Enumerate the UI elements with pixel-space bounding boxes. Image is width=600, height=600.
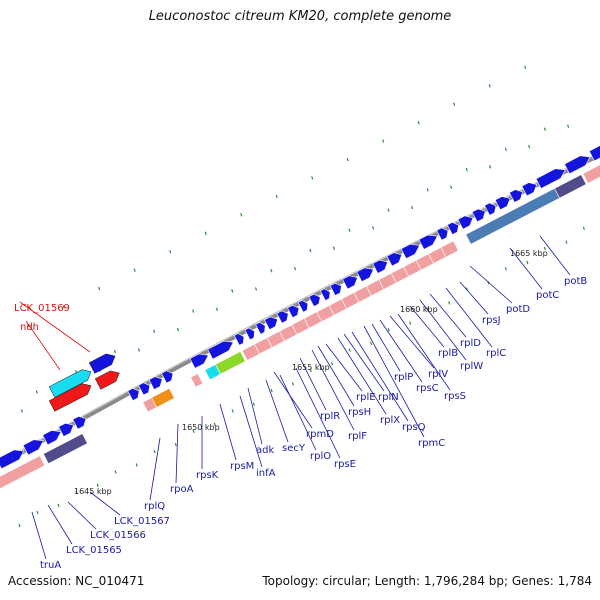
forward-gene-arrow [471, 208, 486, 223]
forward-gene-arrow [436, 227, 449, 241]
accession-text: Accession: NC_010471 [8, 574, 145, 588]
scale-label: 1645 kbp [74, 487, 112, 496]
forward-gene-arrow [319, 288, 331, 301]
forward-gene-arrow [521, 182, 538, 197]
forward-gene-arrow [244, 327, 255, 341]
gene-label: rplB [438, 348, 458, 359]
forward-gene-arrow [72, 416, 87, 430]
gene-label: LCK_01567 [114, 516, 170, 527]
forward-gene-arrow [372, 259, 389, 274]
gene-label: rpmC [418, 438, 445, 449]
topology-text: Topology: circular; Length: 1,796,284 bp… [262, 574, 592, 588]
gene-label: rpsJ [482, 315, 501, 326]
scale-label: 1660 kbp [400, 305, 438, 314]
operon-block [554, 174, 587, 199]
gene-label: rpmD [306, 429, 334, 440]
gene-label: ndh [20, 322, 39, 333]
gene-label: rpoA [170, 484, 194, 495]
scale-labels: 1645 kbp 1650 kbp 1655 kbp 1660 kbp 1665 kbp [74, 249, 548, 496]
forward-gene-arrow [207, 340, 234, 360]
gene-label: potB [564, 276, 587, 287]
forward-gene-arrow [297, 299, 309, 313]
highlighted-gene-pair [48, 353, 120, 412]
gene-label: rpsH [348, 407, 371, 418]
gene-label: rplN [378, 392, 399, 403]
forward-gene-arrow [564, 155, 591, 175]
reverse-gene-block [0, 455, 46, 494]
forward-gene-arrow [494, 196, 511, 211]
forward-gene-arrow [22, 439, 44, 456]
gene-label: infA [256, 468, 276, 479]
forward-gene-arrow [148, 376, 163, 390]
gene-track [0, 143, 600, 494]
forward-gene-arrow [484, 202, 497, 216]
forward-gene-arrow [287, 304, 300, 319]
highlighted-gene [151, 387, 175, 408]
scale-label: 1655 kbp [292, 363, 330, 372]
gene-label: truA [40, 560, 61, 571]
forward-gene-arrow [276, 310, 289, 324]
forward-gene-arrow [308, 293, 321, 307]
gene-label: rplC [486, 348, 506, 359]
forward-gene-arrow [400, 243, 421, 260]
forward-gene-arrow [255, 322, 266, 335]
forward-gene-arrow [588, 143, 600, 162]
forward-gene-arrow [386, 252, 403, 267]
gene-labels: truALCK_01565LCK_01566LCK_01567rplQrpoAr… [14, 276, 587, 571]
gene-label: rplV [428, 369, 448, 380]
forward-gene-arrow [356, 267, 374, 283]
reverse-gene-block [190, 373, 204, 388]
gene-label: rplW [460, 361, 483, 372]
forward-gene-arrow [0, 449, 25, 470]
forward-gene-arrow [127, 387, 140, 401]
gene-label: rplD [460, 338, 481, 349]
forward-gene-arrow [457, 215, 474, 230]
forward-gene-arrow [233, 333, 245, 346]
highlighted-gene [215, 351, 246, 375]
gene-label: rplE [356, 392, 376, 403]
forward-gene-arrow [446, 222, 460, 236]
gene-label: rplR [320, 411, 340, 422]
gene-label: rplO [310, 451, 331, 462]
gene-label: adk [256, 445, 274, 456]
forward-gene-arrow [329, 282, 342, 296]
scale-label: 1650 kbp [182, 423, 220, 432]
gene-label: rpsE [334, 459, 356, 470]
gene-label: rpsM [230, 461, 254, 472]
forward-gene-arrow [418, 234, 438, 250]
reverse-gene-block [582, 154, 600, 184]
gene-label: rpsK [196, 470, 219, 481]
gene-label: rpsC [416, 383, 439, 394]
forward-gene-arrow [342, 275, 358, 290]
forward-gene-arrow [161, 370, 174, 384]
map-title: Leuconostoc citreum KM20, complete genom… [148, 9, 452, 24]
gene-label: secY [282, 443, 306, 454]
gene-label: rplX [380, 415, 400, 426]
forward-gene-arrow [58, 422, 74, 437]
gene-label: potC [536, 290, 559, 301]
forward-gene-arrow [535, 168, 566, 189]
gene-label: rpsS [444, 391, 466, 402]
label-leader-lines [19, 235, 571, 560]
gene-label: rplP [394, 372, 413, 383]
forward-gene-arrow [189, 353, 209, 369]
operon-block [42, 433, 88, 465]
gene-label: LCK_01569 [14, 303, 70, 314]
gene-label: LCK_01566 [90, 530, 146, 541]
gene-label: potD [506, 304, 530, 315]
reverse-gene-block [440, 240, 459, 258]
gene-label: rpsQ [402, 422, 426, 433]
forward-gene-arrow [508, 189, 523, 203]
gene-label: rplF [348, 431, 367, 442]
gene-label: rplQ [144, 501, 165, 512]
forward-gene-arrow [42, 430, 62, 446]
forward-gene-arrow [138, 382, 151, 396]
scale-label: 1665 kbp [510, 249, 548, 258]
gene-label: LCK_01565 [66, 545, 122, 556]
gc-content-ticks [18, 65, 585, 528]
forward-gene-arrow [264, 316, 279, 331]
